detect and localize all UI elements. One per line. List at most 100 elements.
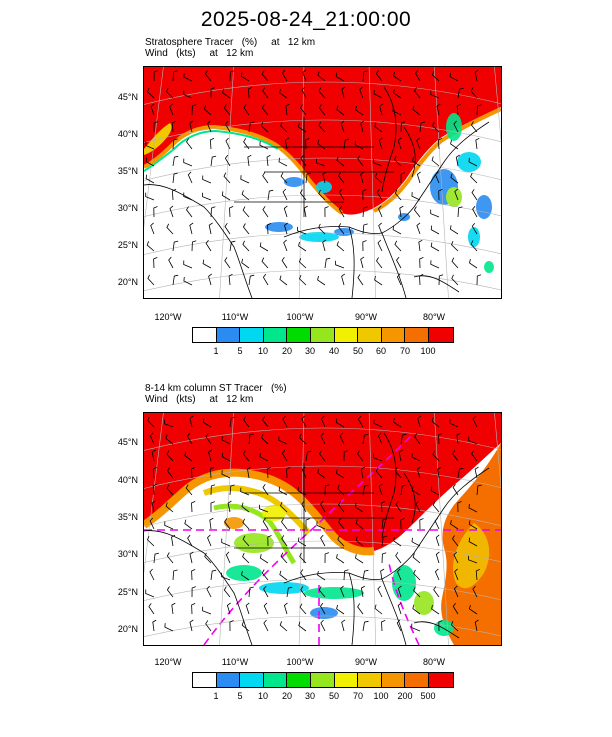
wind-barb bbox=[191, 240, 197, 252]
wind-barb bbox=[191, 104, 197, 116]
wind-barb bbox=[472, 415, 478, 428]
wind-barb bbox=[262, 172, 269, 184]
wind-barb bbox=[435, 534, 440, 547]
wind-barb bbox=[419, 257, 424, 269]
wind-barb bbox=[394, 467, 402, 479]
wind-barb bbox=[450, 139, 459, 150]
panel1-tracer-red bbox=[144, 67, 501, 215]
panel2-lon-label: 90°W bbox=[354, 657, 378, 667]
wind-barb bbox=[340, 585, 345, 598]
panel2-coastlines bbox=[144, 432, 490, 645]
wind-barb bbox=[337, 484, 345, 496]
wind-barb bbox=[191, 603, 196, 615]
figure-title: 2025-08-24_21:00:00 bbox=[200, 8, 412, 31]
wind-barb bbox=[338, 518, 345, 530]
wind-barb bbox=[229, 206, 234, 218]
wind-barb bbox=[354, 503, 364, 513]
wind-barb bbox=[241, 502, 250, 513]
colorbar-label: 20 bbox=[281, 691, 292, 701]
wind-barb bbox=[400, 433, 407, 445]
wind-barb bbox=[357, 450, 364, 462]
wind-barb bbox=[430, 260, 440, 269]
wind-barb bbox=[168, 256, 174, 269]
wind-barb bbox=[468, 520, 478, 530]
panel1-lat-label: 40°N bbox=[117, 129, 138, 139]
wind-barb bbox=[431, 156, 440, 167]
wind-barb bbox=[262, 483, 269, 496]
wind-barb bbox=[229, 70, 235, 82]
wind-barb bbox=[338, 501, 345, 513]
wind-barb bbox=[229, 484, 235, 496]
wind-barb bbox=[248, 586, 254, 598]
panel2-lat-label: 40°N bbox=[117, 475, 138, 485]
wind-barb bbox=[470, 121, 478, 133]
wind-barb bbox=[169, 205, 174, 218]
colorbar-swatch bbox=[310, 328, 335, 342]
colorbar-swatch bbox=[216, 673, 241, 687]
wind-barb bbox=[224, 154, 231, 167]
wind-barb bbox=[223, 104, 231, 116]
wind-barb bbox=[434, 568, 440, 581]
wind-barb bbox=[393, 71, 402, 82]
wind-barb bbox=[151, 449, 156, 462]
wind-barb bbox=[301, 466, 307, 479]
wind-barb bbox=[362, 206, 368, 218]
wind-barb bbox=[207, 534, 212, 547]
wind-barb bbox=[398, 449, 403, 462]
wind-barb bbox=[224, 518, 231, 530]
wind-barb bbox=[203, 105, 212, 116]
panel2-lon-label: 100°W bbox=[286, 657, 314, 667]
wind-barb bbox=[431, 71, 440, 82]
panel1-map bbox=[143, 66, 502, 299]
wind-barb bbox=[438, 433, 443, 445]
panel1-lon-label: 90°W bbox=[354, 312, 378, 322]
colorbar-swatch bbox=[287, 328, 311, 342]
wind-barb bbox=[164, 623, 174, 632]
wind-barb bbox=[225, 120, 231, 133]
wind-barb bbox=[316, 158, 326, 167]
wind-barb bbox=[145, 174, 155, 184]
wind-barb bbox=[224, 222, 231, 235]
panel2-tracer-yellow-band bbox=[202, 485, 312, 536]
wind-barb bbox=[469, 259, 478, 269]
wind-barb bbox=[278, 486, 288, 496]
wind-barb bbox=[242, 552, 250, 564]
wind-barb bbox=[202, 175, 212, 184]
panel1-lon-label: 80°W bbox=[422, 312, 446, 322]
wind-barb bbox=[259, 242, 269, 252]
wind-barb bbox=[434, 517, 440, 530]
wind-barb bbox=[475, 568, 480, 581]
wind-barb bbox=[377, 585, 383, 598]
wind-barb bbox=[260, 122, 269, 133]
wind-barb bbox=[414, 87, 421, 99]
wind-barb bbox=[395, 500, 402, 513]
colorbar-label: 10 bbox=[257, 691, 268, 701]
wind-barb bbox=[300, 569, 307, 581]
wind-barb bbox=[357, 603, 364, 615]
wind-barb bbox=[248, 87, 253, 99]
wind-barb bbox=[468, 157, 478, 167]
wind-barb bbox=[147, 87, 155, 99]
wind-barb bbox=[189, 415, 194, 428]
wind-barb bbox=[320, 602, 326, 615]
wind-barb bbox=[225, 137, 231, 150]
wind-barb bbox=[210, 87, 215, 98]
colorbar-swatch bbox=[428, 328, 453, 342]
colorbar-swatch bbox=[193, 328, 217, 342]
wind-barb bbox=[204, 552, 212, 564]
wind-barb bbox=[224, 257, 231, 269]
wind-barb bbox=[281, 535, 288, 547]
panel1-wind-barbs bbox=[145, 69, 482, 286]
wind-barb bbox=[415, 69, 421, 82]
wind-barb bbox=[457, 467, 464, 479]
wind-barb bbox=[433, 586, 440, 598]
wind-barb bbox=[202, 192, 212, 201]
wind-barb bbox=[301, 500, 307, 513]
wind-barb bbox=[166, 484, 174, 496]
wind-barb bbox=[183, 158, 193, 167]
wind-barb bbox=[337, 535, 345, 547]
wind-barb bbox=[300, 586, 307, 598]
wind-barb bbox=[430, 486, 440, 496]
wind-barb bbox=[357, 415, 364, 428]
wind-barb bbox=[153, 70, 159, 82]
